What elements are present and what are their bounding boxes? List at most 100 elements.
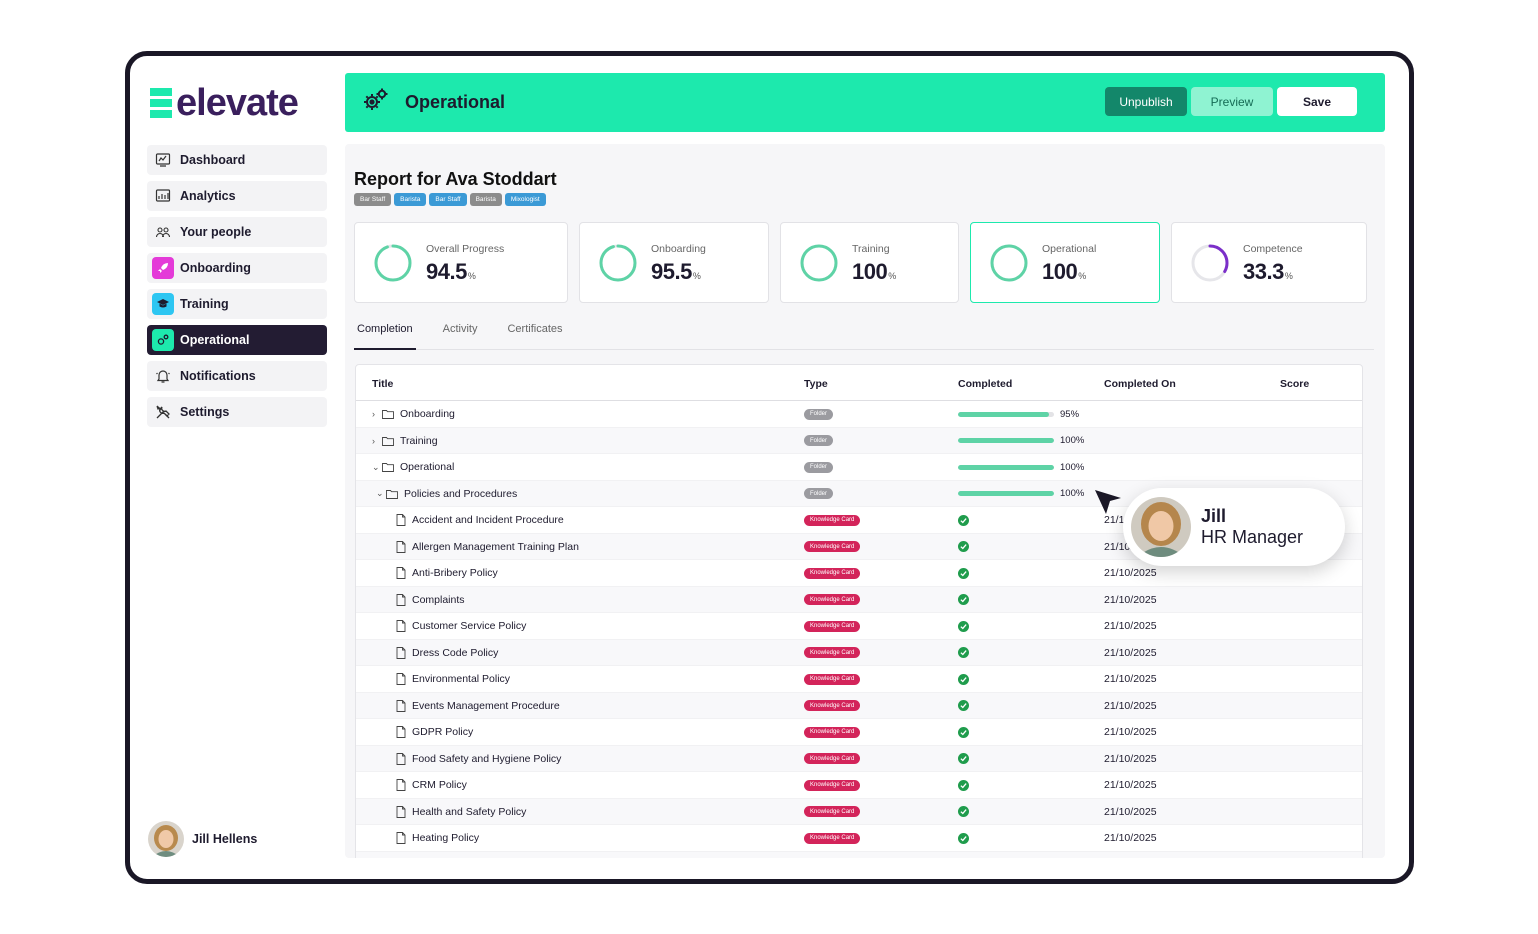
table-row[interactable]: Events Management Procedure Knowledge Car… [356,692,1362,719]
type-badge: Knowledge Card [804,647,861,659]
completed-cell [958,534,969,561]
table-row[interactable]: Environmental Policy Knowledge Card 21/10/… [356,666,1362,693]
document-icon [396,805,406,818]
check-circle-icon [958,673,969,685]
sidebar-item-your-people[interactable]: Your people [147,217,327,247]
stat-value: 100% [852,259,896,285]
column-header-type[interactable]: Type [804,378,828,390]
table-row[interactable]: Heating Policy Knowledge Card 21/10/2025 [356,825,1362,852]
type-badge: Knowledge Card [804,514,861,526]
document-icon [396,620,406,633]
sidebar-item-label: Onboarding [180,261,251,275]
document-icon [396,699,406,712]
stat-card-onboarding[interactable]: Onboarding 95.5% [579,222,769,303]
column-header-completed-on[interactable]: Completed On [1104,378,1176,390]
people-icon [152,221,174,243]
chevron-down-icon[interactable]: ⌄ [372,461,380,472]
sidebar-item-training[interactable]: Training [147,289,327,319]
column-header-completed[interactable]: Completed [958,378,1013,390]
document-icon [396,593,406,606]
stat-label: Overall Progress [426,243,505,255]
completed-on-date: 21/10/2025 [1104,852,1157,859]
row-title-text: Accident and Incident Procedure [412,514,564,527]
row-title-text: Allergen Management Training Plan [412,540,579,553]
stat-card-overall-progress[interactable]: Overall Progress 94.5% [354,222,568,303]
sidebar-item-analytics[interactable]: Analytics [147,181,327,211]
progress-ring [374,244,412,282]
stat-label: Competence [1243,243,1303,255]
type-badge: Folder [804,461,834,473]
table-row[interactable]: Complaints Knowledge Card 21/10/2025 [356,586,1362,614]
table-row[interactable]: Health and Safety Policy Knowledge Card 21… [356,798,1362,825]
sidebar-item-operational[interactable]: Operational [147,325,327,355]
row-title: Anti-Bribery Policy [396,560,498,587]
table-row[interactable]: CRM Policy Knowledge Card 21/10/2025 [356,772,1362,799]
stat-value: 94.5% [426,259,476,285]
unpublish-button[interactable]: Unpublish [1105,87,1187,116]
table-row[interactable]: Customer Service Policy Knowledge Card 21/… [356,613,1362,640]
tab-activity[interactable]: Activity [442,323,478,335]
row-title-text: Heating Policy [412,832,480,845]
document-icon [396,726,406,739]
stat-card-training[interactable]: Training 100% [780,222,959,303]
row-title-text: CRM Policy [412,779,467,792]
row-title-text: Training [400,434,438,447]
check-circle-icon [958,806,969,818]
completed-on-date: 21/10/2025 [1104,646,1157,659]
save-button[interactable]: Save [1277,87,1357,116]
analytics-icon [152,185,174,207]
row-title-text: Food Safety and Hygiene Policy [412,752,562,765]
role-tag: Bar Staff [354,193,392,206]
logo-text: elevate [176,82,299,124]
table-row[interactable]: › Onboarding Folder 95% [356,401,1362,428]
stat-value: 95.5% [651,259,701,285]
completed-on-date: 21/10/2025 [1104,726,1157,739]
document-icon [396,540,406,553]
row-title-text: Anti-Bribery Policy [412,567,498,580]
role-tag: Mixologist [504,193,546,206]
check-circle-icon [958,620,969,632]
row-title: Complaints [396,587,465,614]
tab-certificates[interactable]: Certificates [507,323,563,335]
table-row[interactable]: Dress Code Policy Knowledge Card 21/10/202… [356,639,1362,667]
preview-button[interactable]: Preview [1191,87,1273,116]
type-badge: Knowledge Card [804,832,861,844]
report-title: Report for Ava Stoddart [354,169,557,189]
stat-unit: % [692,271,701,281]
chevron-right-icon[interactable]: › [372,409,375,420]
column-header-title[interactable]: Title [372,378,394,390]
sidebar-item-dashboard[interactable]: Dashboard [147,145,327,175]
completed-on-date: 21/10/2025 [1104,699,1157,712]
table-row[interactable]: › Training Folder 100% [356,427,1362,454]
sidebar-item-notifications[interactable]: Notifications [147,361,327,391]
stat-card-competence[interactable]: Competence 33.3% [1171,222,1367,303]
completion-progress-bar [958,464,1054,470]
stat-label: Operational [1042,243,1097,255]
type-badge: Folder [804,435,834,447]
sidebar-item-label: Analytics [180,189,236,203]
sidebar-item-onboarding[interactable]: Onboarding [147,253,327,283]
completed-cell: 100% [958,481,1084,508]
completed-on-date: 21/10/2025 [1104,752,1157,765]
column-header-score[interactable]: Score [1280,378,1310,390]
table-body: › Onboarding Folder 95% › Training Folder 100% ⌄… [356,401,1362,858]
table-row[interactable]: Anti-Bribery Policy Knowledge Card 21/10/2… [356,560,1362,587]
sidebar-item-settings[interactable]: Settings [147,397,327,427]
progress-ring [599,244,637,282]
table-row[interactable]: ⌄ Operational Folder 100% [356,454,1362,481]
stat-card-operational[interactable]: Operational 100% [970,222,1160,303]
table-row[interactable]: GDPR Policy Knowledge Card 21/10/2025 [356,719,1362,746]
chevron-down-icon[interactable]: ⌄ [376,488,384,499]
completion-progress-bar [958,411,1054,417]
row-title-text: Events Management Procedure [412,699,560,712]
type-badge: Knowledge Card [804,753,861,765]
completed-cell [958,640,969,667]
current-user[interactable]: Jill Hellens [148,821,257,857]
tab-completion[interactable]: Completion [354,322,416,350]
logo[interactable]: elevate [150,82,299,124]
check-circle-icon [958,726,969,738]
table-row[interactable]: Food Safety and Hygiene Policy Knowledge … [356,745,1362,772]
avatar [1131,497,1191,557]
chevron-right-icon[interactable]: › [372,435,375,446]
